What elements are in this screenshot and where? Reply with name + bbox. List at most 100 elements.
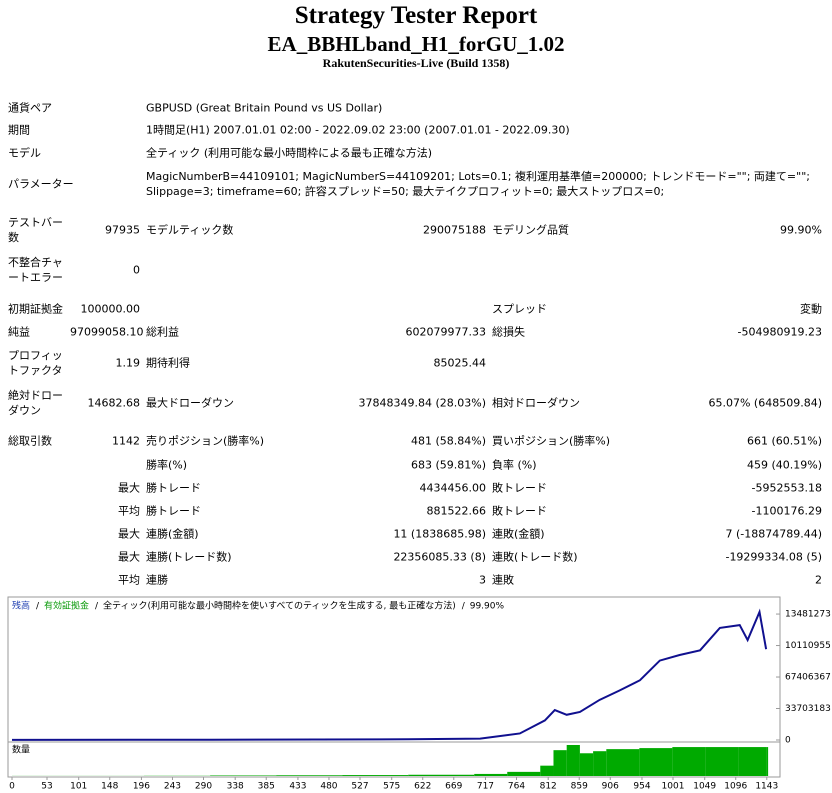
- x-tick-label: 433: [289, 782, 306, 792]
- stat-label: 敗トレード: [492, 504, 547, 518]
- stat-value: 最大: [118, 550, 140, 564]
- stat-value: 7 (-18874789.44): [725, 527, 822, 541]
- stat-value: 0: [133, 263, 140, 277]
- setting-value: GBPUSD (Great Britain Pound vs US Dollar…: [146, 101, 383, 115]
- stat-value: 481 (58.84%): [410, 434, 486, 448]
- stat-label: 連敗: [492, 573, 514, 587]
- y-tick-label: 33703183: [785, 704, 831, 714]
- volume-bar: [210, 775, 277, 776]
- stat-label: 連敗(トレード数): [492, 550, 578, 564]
- setting-label: パラメーター: [8, 177, 74, 191]
- x-tick-label: 906: [602, 782, 619, 792]
- legend-separator: /: [462, 602, 466, 612]
- stat-label: 期待利得: [146, 356, 190, 370]
- stat-label: 連勝: [146, 573, 168, 587]
- x-tick-label: 101: [70, 782, 87, 792]
- stat-value: 最大: [118, 481, 140, 495]
- stat-label: 初期証拠金: [8, 302, 63, 316]
- setting-value: 全ティック (利用可能な最小時間枠による最も正確な方法): [146, 146, 433, 160]
- stat-label: テストバー数: [8, 216, 63, 244]
- stat-value: 1142: [112, 434, 140, 448]
- volume-bar: [507, 771, 541, 776]
- volume-bar: [672, 747, 706, 776]
- y-tick-label: 0: [785, 736, 791, 746]
- stat-value: 2: [815, 573, 822, 587]
- stat-label: モデリング品質: [492, 223, 569, 237]
- x-tick-label: 243: [164, 782, 181, 792]
- x-tick-label: 859: [571, 782, 588, 792]
- stat-label: 連勝(トレード数): [146, 550, 232, 564]
- volume-label: 数量: [12, 744, 30, 756]
- stat-label: 勝トレード: [146, 481, 201, 495]
- x-tick-label: 717: [477, 782, 494, 792]
- x-tick-label: 764: [508, 782, 525, 792]
- x-tick-label: 575: [383, 782, 400, 792]
- stat-value: 14682.68: [87, 396, 141, 410]
- stat-value: 661 (60.51%): [746, 434, 822, 448]
- volume-bar: [639, 748, 673, 776]
- stat-value: 1.19: [115, 356, 141, 370]
- stat-label: 総取引数: [8, 434, 52, 448]
- volume-bar: [593, 751, 607, 776]
- stat-label: 買いポジション(勝率%): [492, 434, 611, 448]
- stat-value: 最大: [118, 527, 140, 541]
- y-tick-label: 67406367: [785, 673, 831, 683]
- stat-value: 65.07% (648509.84): [708, 396, 822, 410]
- stat-label: プロフィットファクタ: [8, 349, 63, 377]
- y-tick-label: 10110955: [785, 641, 831, 651]
- stat-label: 絶対ドローダウン: [8, 389, 63, 417]
- stat-value: 97099058.10: [70, 325, 144, 339]
- volume-bar: [408, 774, 475, 776]
- volume-bar: [566, 745, 580, 776]
- stat-label: 総損失: [492, 325, 525, 339]
- stat-value: 22356085.33 (8): [393, 550, 486, 564]
- stat-label: 敗トレード: [492, 481, 547, 495]
- x-tick-label: 290: [195, 782, 212, 792]
- setting-label: モデル: [8, 146, 41, 160]
- x-tick-label: 53: [41, 782, 52, 792]
- legend-entry: 99.90%: [470, 602, 505, 612]
- x-tick-label: 527: [351, 782, 368, 792]
- setting-value: 1時間足(H1) 2007.01.01 02:00 - 2022.09.02 2…: [146, 123, 570, 137]
- server-name: RakutenSecurities-Live (Build 1358): [322, 56, 510, 70]
- stat-value: -19299334.08 (5): [725, 550, 822, 564]
- stat-value: -504980919.23: [737, 325, 822, 339]
- stat-value: 97935: [105, 223, 140, 237]
- x-tick-label: 1143: [755, 782, 778, 792]
- legend-separator: /: [95, 602, 99, 612]
- x-tick-label: 196: [133, 782, 150, 792]
- stat-label: 最大ドローダウン: [146, 396, 234, 410]
- stat-value: 37848349.84 (28.03%): [358, 396, 486, 410]
- x-tick-label: 954: [633, 782, 650, 792]
- volume-bar: [474, 773, 508, 776]
- stat-value: 99.90%: [780, 223, 822, 237]
- report-title: Strategy Tester Report: [294, 2, 538, 29]
- x-tick-label: 1096: [724, 782, 747, 792]
- stat-value: 290075188: [423, 223, 486, 237]
- stat-value: 3: [479, 573, 486, 587]
- x-tick-label: 669: [445, 782, 462, 792]
- stat-value: -5952553.18: [751, 481, 822, 495]
- stat-value: 4434456.00: [419, 481, 486, 495]
- volume-bar: [276, 775, 343, 776]
- stat-label: 連勝(金額): [146, 527, 199, 541]
- x-tick-label: 1001: [662, 782, 685, 792]
- setting-label: 通貨ペア: [8, 101, 52, 115]
- volume-bar: [553, 750, 567, 776]
- stat-label: 勝トレード: [146, 504, 201, 518]
- x-tick-label: 338: [227, 782, 244, 792]
- stat-label: 不整合チャートエラー: [8, 256, 63, 284]
- stat-label: 負率 (%): [492, 458, 537, 472]
- x-tick-label: 0: [9, 782, 15, 792]
- stat-value: 11 (1838685.98): [393, 527, 486, 541]
- legend-separator: /: [36, 602, 40, 612]
- x-tick-label: 812: [540, 782, 557, 792]
- chart-frame: [7, 596, 781, 778]
- setting-label: 期間: [8, 123, 30, 137]
- stat-value: 変動: [800, 302, 822, 316]
- volume-bar: [606, 749, 640, 776]
- x-tick-label: 622: [414, 782, 431, 792]
- stat-label: 売りポジション(勝率%): [146, 434, 265, 448]
- stat-label: 勝率(%): [146, 458, 188, 472]
